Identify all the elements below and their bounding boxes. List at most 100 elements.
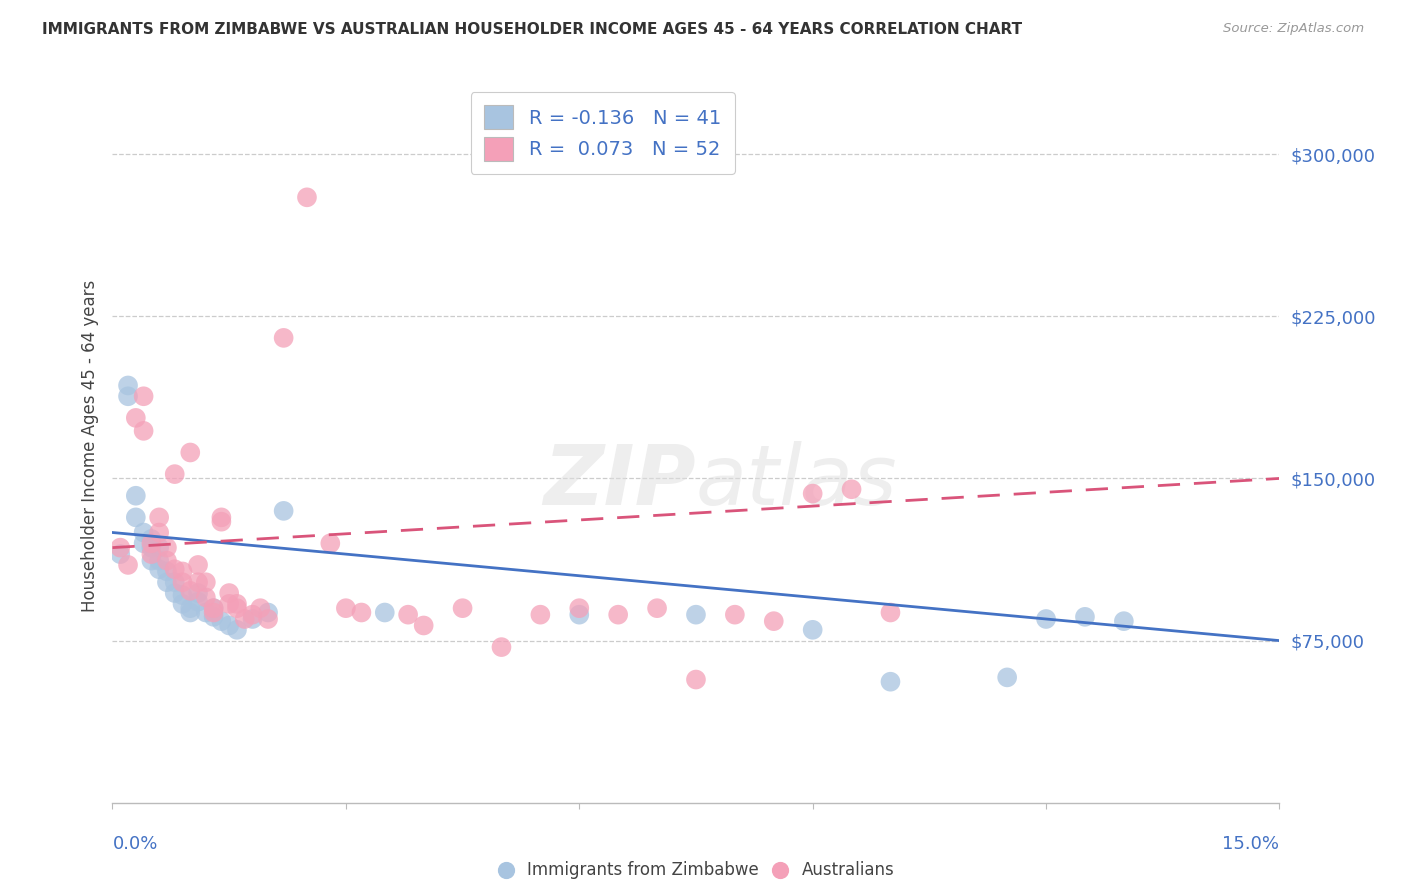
Point: [202, 601, 225, 615]
Point: [218, 586, 240, 600]
Text: Immigrants from Zimbabwe: Immigrants from Zimbabwe: [527, 861, 759, 879]
Point: [685, 673, 707, 687]
Point: [148, 510, 170, 524]
Point: [125, 510, 148, 524]
Point: [156, 541, 179, 555]
Point: [148, 553, 170, 567]
Point: [172, 597, 194, 611]
Point: [995, 670, 1018, 684]
Point: [202, 610, 225, 624]
Point: [141, 541, 163, 555]
Y-axis label: Householder Income Ages 45 - 64 years: Householder Income Ages 45 - 64 years: [80, 280, 98, 612]
Legend: R = -0.136   N = 41, R =  0.073   N = 52: R = -0.136 N = 41, R = 0.073 N = 52: [471, 92, 735, 174]
Point: [179, 445, 201, 459]
Point: [141, 536, 163, 550]
Point: [172, 588, 194, 602]
Text: ZIP: ZIP: [543, 442, 696, 522]
Text: IMMIGRANTS FROM ZIMBABWE VS AUSTRALIAN HOUSEHOLDER INCOME AGES 45 - 64 YEARS COR: IMMIGRANTS FROM ZIMBABWE VS AUSTRALIAN H…: [42, 22, 1022, 37]
Point: [295, 190, 318, 204]
Point: [148, 562, 170, 576]
Point: [172, 575, 194, 590]
Point: [607, 607, 630, 622]
Point: [202, 606, 225, 620]
Point: [879, 674, 901, 689]
Point: [117, 389, 139, 403]
Point: [125, 489, 148, 503]
Point: [335, 601, 357, 615]
Point: [179, 583, 201, 598]
Point: [209, 515, 232, 529]
Point: [491, 640, 513, 654]
Point: [273, 331, 295, 345]
Point: [163, 562, 186, 576]
Point: [132, 389, 155, 403]
Point: [187, 595, 209, 609]
Point: [218, 597, 240, 611]
Point: [724, 607, 747, 622]
Point: [226, 623, 249, 637]
Point: [319, 536, 342, 550]
Point: [179, 606, 201, 620]
Point: [685, 607, 707, 622]
Point: [226, 597, 249, 611]
Point: [451, 601, 474, 615]
Point: [257, 606, 280, 620]
Point: [194, 575, 217, 590]
Point: [110, 541, 132, 555]
Point: [529, 607, 551, 622]
Point: [132, 536, 155, 550]
Point: [568, 607, 591, 622]
Point: [172, 565, 194, 579]
Point: [141, 553, 163, 567]
Point: [194, 591, 217, 605]
Point: [125, 410, 148, 425]
Point: [226, 601, 249, 615]
Point: [187, 558, 209, 572]
Point: [374, 606, 396, 620]
Point: [141, 532, 163, 546]
Point: [249, 601, 271, 615]
Point: [132, 424, 155, 438]
Point: [148, 541, 170, 555]
Point: [187, 586, 209, 600]
Point: [202, 601, 225, 615]
Point: [218, 618, 240, 632]
Point: [841, 482, 863, 496]
Point: [1035, 612, 1057, 626]
Point: [156, 553, 179, 567]
Point: [350, 606, 373, 620]
Point: [257, 612, 280, 626]
Point: [156, 565, 179, 579]
Point: [801, 486, 824, 500]
Point: [879, 606, 901, 620]
Point: [233, 612, 256, 626]
Text: atlas: atlas: [696, 442, 897, 522]
Text: 0.0%: 0.0%: [112, 835, 157, 853]
Point: [179, 601, 201, 615]
Point: [163, 467, 186, 482]
Point: [242, 612, 264, 626]
Point: [568, 601, 591, 615]
Point: [163, 575, 186, 590]
Text: 15.0%: 15.0%: [1222, 835, 1279, 853]
Point: [242, 607, 264, 622]
Point: [117, 378, 139, 392]
Point: [396, 607, 419, 622]
Point: [187, 575, 209, 590]
Point: [194, 606, 217, 620]
Point: [1074, 610, 1097, 624]
Point: [148, 525, 170, 540]
Point: [801, 623, 824, 637]
Text: Source: ZipAtlas.com: Source: ZipAtlas.com: [1223, 22, 1364, 36]
Point: [645, 601, 668, 615]
Point: [273, 504, 295, 518]
Point: [141, 547, 163, 561]
Point: [209, 510, 232, 524]
Text: Australians: Australians: [801, 861, 894, 879]
Point: [163, 586, 186, 600]
Point: [412, 618, 434, 632]
Point: [110, 547, 132, 561]
Point: [156, 575, 179, 590]
Point: [117, 558, 139, 572]
Point: [762, 614, 785, 628]
